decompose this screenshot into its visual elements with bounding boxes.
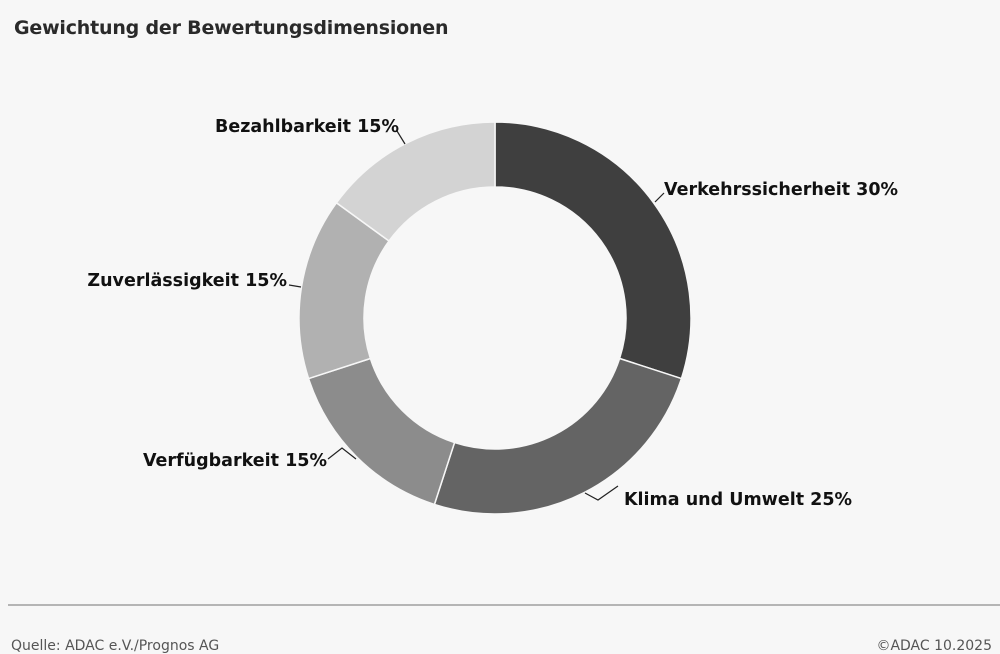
leader-line bbox=[396, 130, 406, 145]
slice-verfügbarkeit bbox=[307, 357, 456, 506]
slice-verkehrssicherheit bbox=[494, 121, 692, 380]
slice-label: Klima und Umwelt 25% bbox=[624, 490, 852, 510]
slice-label: Verfügbarkeit 15% bbox=[143, 451, 327, 471]
footer-divider bbox=[8, 604, 1000, 606]
leader-line bbox=[327, 447, 357, 460]
source-note: Quelle: ADAC e.V./Prognos AG bbox=[11, 638, 220, 654]
leader-lines bbox=[288, 130, 665, 501]
slice-label: Bezahlbarkeit 15% bbox=[215, 117, 399, 137]
slice-labels: Verkehrssicherheit 30% Klima und Umwelt 2… bbox=[87, 117, 898, 510]
leader-line bbox=[584, 485, 619, 501]
leader-line bbox=[654, 192, 665, 203]
slice-label: Zuverlässigkeit 15% bbox=[87, 271, 287, 291]
donut-slices bbox=[298, 121, 692, 515]
slice-bezahlbarkeit bbox=[335, 121, 496, 243]
chart-title: Gewichtung der Bewertungsdimensionen bbox=[14, 17, 449, 39]
donut-chart: Verkehrssicherheit 30% Klima und Umwelt 2… bbox=[87, 117, 898, 515]
donut-svg: Verkehrssicherheit 30% Klima und Umwelt 2… bbox=[87, 117, 898, 515]
slice-label: Verkehrssicherheit 30% bbox=[664, 180, 898, 200]
slice-klima-und-umwelt bbox=[433, 357, 683, 515]
leader-line bbox=[288, 284, 302, 288]
copyright-note: ©ADAC 10.2025 bbox=[876, 638, 992, 654]
